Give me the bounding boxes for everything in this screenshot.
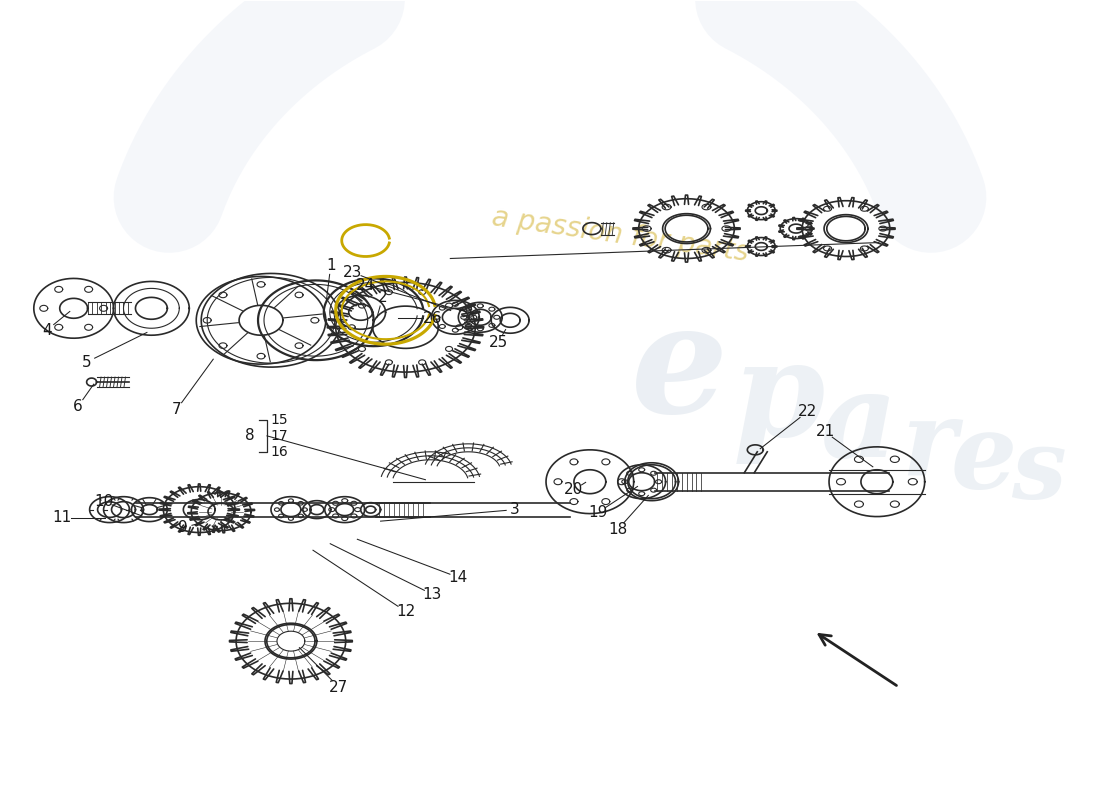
Text: 17: 17 bbox=[270, 429, 287, 443]
Text: 16: 16 bbox=[270, 445, 288, 459]
Text: 19: 19 bbox=[588, 505, 607, 520]
Text: e: e bbox=[950, 409, 1016, 510]
Text: 11: 11 bbox=[52, 510, 72, 525]
Text: 3: 3 bbox=[510, 502, 520, 517]
Text: 9: 9 bbox=[178, 520, 188, 535]
Text: e: e bbox=[631, 296, 728, 445]
Text: 2: 2 bbox=[377, 290, 387, 305]
Text: 12: 12 bbox=[396, 604, 415, 618]
Text: s: s bbox=[1011, 425, 1066, 518]
Text: 8: 8 bbox=[245, 428, 255, 443]
Text: 24: 24 bbox=[356, 278, 375, 293]
Text: 23: 23 bbox=[343, 265, 362, 280]
Text: 18: 18 bbox=[608, 522, 627, 537]
Text: 1: 1 bbox=[326, 258, 336, 273]
Text: a: a bbox=[821, 367, 898, 482]
Text: 21: 21 bbox=[815, 424, 835, 439]
Text: 4: 4 bbox=[42, 322, 52, 338]
Text: 26: 26 bbox=[422, 310, 442, 326]
Text: 22: 22 bbox=[798, 405, 816, 419]
Text: 7: 7 bbox=[172, 402, 182, 418]
Text: 13: 13 bbox=[422, 587, 442, 602]
Text: 20: 20 bbox=[564, 482, 583, 497]
Text: 27: 27 bbox=[329, 679, 349, 694]
Text: 25: 25 bbox=[488, 334, 508, 350]
Text: 5: 5 bbox=[81, 354, 91, 370]
Text: 15: 15 bbox=[270, 413, 287, 427]
Text: 14: 14 bbox=[449, 570, 468, 585]
Text: 6: 6 bbox=[73, 399, 82, 414]
Text: r: r bbox=[901, 394, 956, 495]
Text: a passion for parts: a passion for parts bbox=[490, 204, 750, 267]
Text: 10: 10 bbox=[94, 494, 113, 509]
Text: p: p bbox=[733, 335, 825, 465]
